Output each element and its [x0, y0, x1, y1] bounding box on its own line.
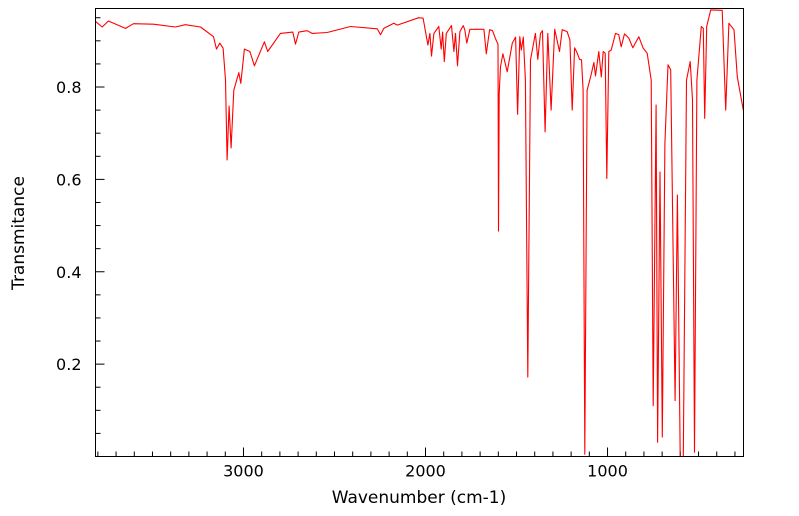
y-axis-title: Transmitance	[9, 176, 29, 291]
x-tick-label: 2000	[405, 462, 446, 481]
y-tick-label: 0.6	[56, 170, 81, 189]
y-tick-label: 0.2	[56, 355, 81, 374]
y-tick-label: 0.8	[56, 78, 81, 97]
plot-frame	[95, 8, 744, 457]
spectrum-line	[95, 9, 744, 458]
x-tick-label: 3000	[223, 462, 264, 481]
x-tick-label: 1000	[587, 462, 628, 481]
y-tick-label: 0.4	[56, 263, 81, 282]
axis-ticks: 3000 2000 1000 0.2 0.4 0.6 0.8	[56, 17, 736, 481]
x-axis-title: Wavenumber (cm-1)	[332, 488, 507, 508]
